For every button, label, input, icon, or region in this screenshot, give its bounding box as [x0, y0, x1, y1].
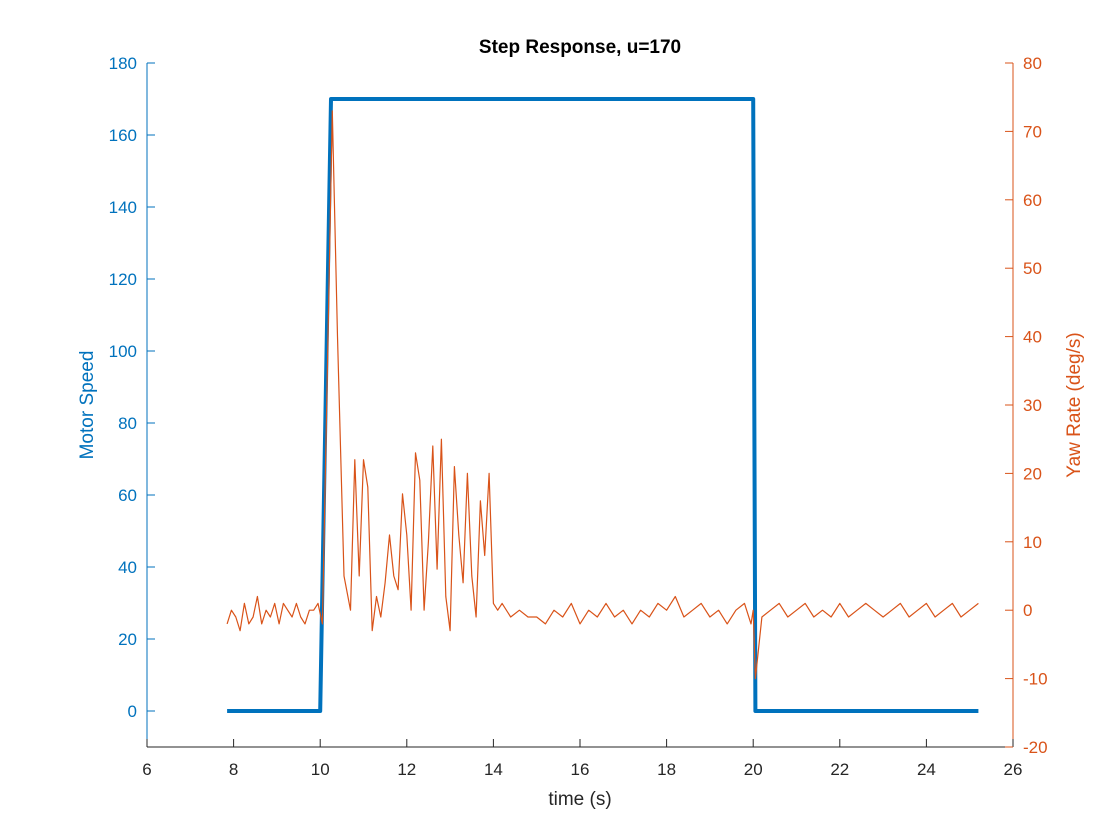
y-right-tick-label: 50 — [1023, 259, 1042, 278]
x-tick-label: 18 — [657, 760, 676, 779]
y-right-tick-label: 60 — [1023, 191, 1042, 210]
y-left-tick-label: 80 — [118, 414, 137, 433]
y-right-tick-label: 80 — [1023, 54, 1042, 73]
axes — [146, 63, 1014, 748]
y-left-tick-label: 100 — [109, 342, 137, 361]
x-tick-label: 22 — [830, 760, 849, 779]
x-tick-label: 10 — [311, 760, 330, 779]
y-left-tick-label: 120 — [109, 270, 137, 289]
x-tick-label: 6 — [142, 760, 151, 779]
ticks: 6 8 10 12 14 16 18 20 22 24 2602040608010012014016… — [109, 54, 1048, 779]
x-axis-title: time (s) — [548, 789, 611, 810]
y-right-tick-label: 0 — [1023, 601, 1032, 620]
y-left-tick-label: 140 — [109, 198, 137, 217]
y-right-tick-label: -10 — [1023, 670, 1048, 689]
y-left-tick-label: 60 — [118, 486, 137, 505]
x-tick-label: 20 — [744, 760, 763, 779]
chart-title: Step Response, u=170 — [479, 37, 681, 58]
y-left-axis-title: Motor Speed — [77, 351, 98, 460]
y-right-axis-title: Yaw Rate (deg/s) — [1064, 332, 1085, 477]
x-tick-label: 24 — [917, 760, 936, 779]
y-right-tick-label: 20 — [1023, 464, 1042, 483]
y-right-tick-label: 40 — [1023, 328, 1042, 347]
series — [226, 97, 979, 713]
y-left-tick-label: 180 — [109, 54, 137, 73]
series-line-motor-speed — [227, 97, 979, 713]
y-right-tick-label: 10 — [1023, 533, 1042, 552]
y-right-tick-label: 30 — [1023, 396, 1042, 415]
y-left-tick-label: 160 — [109, 126, 137, 145]
y-right-tick-label: -20 — [1023, 738, 1048, 757]
y-left-tick-label: 40 — [118, 558, 137, 577]
y-left-tick-label: 0 — [128, 702, 137, 721]
x-tick-label: 12 — [397, 760, 416, 779]
x-tick-label: 16 — [571, 760, 590, 779]
series-line-yaw-rate — [226, 110, 979, 680]
y-left-tick-label: 20 — [118, 630, 137, 649]
x-tick-label: 26 — [1004, 760, 1023, 779]
y-right-tick-label: 70 — [1023, 122, 1042, 141]
x-tick-label: 14 — [484, 760, 503, 779]
x-tick-label: 8 — [229, 760, 238, 779]
